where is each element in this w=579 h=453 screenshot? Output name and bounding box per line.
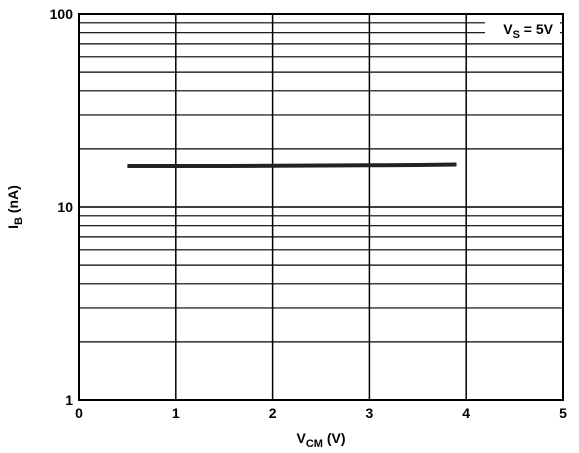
y-axis-title-main: I xyxy=(5,225,21,229)
annotation-background xyxy=(485,17,560,41)
y-tick-label: 1 xyxy=(65,392,73,408)
x-tick-label: 5 xyxy=(559,405,567,421)
x-axis-title-main: V xyxy=(296,430,306,446)
vs-annotation: VS = 5V xyxy=(485,17,560,41)
y-axis-title-unit: (nA) xyxy=(5,185,21,217)
x-axis-title: VCM (V) xyxy=(296,430,345,450)
x-tick-label: 0 xyxy=(75,405,83,421)
annotation-label: VS = 5V xyxy=(503,21,553,41)
series-line xyxy=(127,162,457,168)
series-layer xyxy=(127,162,457,168)
y-tick-label: 100 xyxy=(50,6,74,22)
y-axis-title: IB (nA) xyxy=(5,185,25,229)
x-tick-label: 4 xyxy=(462,405,470,421)
plot-frame xyxy=(78,13,564,401)
x-axis-title-unit: (V) xyxy=(323,430,346,446)
annotation-subscript: S xyxy=(513,29,520,41)
annotation-rest: = 5V xyxy=(520,21,554,37)
y-tick-label: 10 xyxy=(57,199,73,215)
x-tick-label: 2 xyxy=(269,405,277,421)
y-axis-title-subscript: B xyxy=(13,217,25,225)
annotation-main: V xyxy=(503,21,513,37)
x-tick-label: 3 xyxy=(366,405,374,421)
x-axis-title-subscript: CM xyxy=(306,438,323,450)
x-tick-label: 1 xyxy=(172,405,180,421)
grid-lines xyxy=(78,14,564,401)
